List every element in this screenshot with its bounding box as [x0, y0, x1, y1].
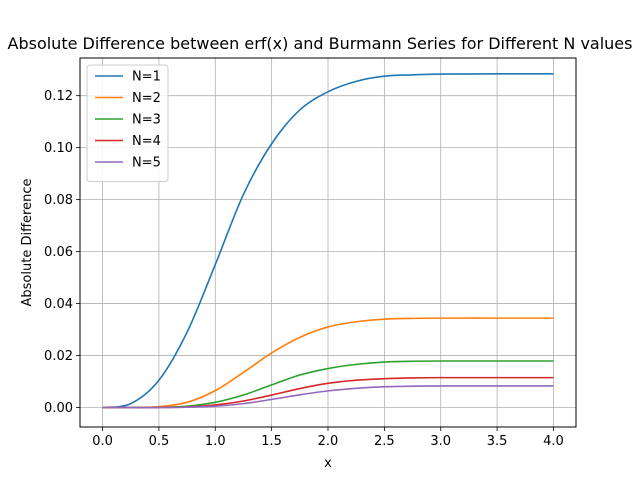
chart-title: Absolute Difference between erf(x) and B… [8, 34, 633, 53]
legend-entry: N=4 [132, 134, 161, 149]
y-tick-label: 0.04 [44, 297, 73, 312]
x-tick-label: 2.5 [374, 434, 395, 449]
legend-entry: N=5 [132, 156, 161, 171]
grid [80, 58, 576, 427]
y-tick-label: 0.00 [44, 401, 73, 416]
ticks: 0.0 0.5 1.0 1.5 2.0 2.5 3.0 3.5 4.0 0.00 0.02 0.04 0… [44, 89, 564, 449]
y-axis-label: Absolute Difference [20, 179, 35, 307]
x-tick-label: 0.5 [149, 434, 170, 449]
y-tick-label: 0.02 [44, 349, 73, 364]
y-tick-label: 0.10 [44, 141, 73, 156]
x-tick-label: 3.5 [487, 434, 508, 449]
legend-box [86, 64, 169, 182]
series-line-1 [102, 73, 554, 409]
legend: N=1 N=2 N=3 N=4 N=5 [86, 64, 169, 182]
x-tick-label: 2.0 [318, 434, 339, 449]
legend-entry: N=2 [132, 91, 161, 106]
series-lines [102, 73, 554, 409]
series-line-5 [102, 385, 554, 409]
x-tick-label: 0.0 [92, 434, 113, 449]
x-tick-label: 1.0 [205, 434, 226, 449]
y-tick-label: 0.12 [44, 89, 73, 104]
y-tick-label: 0.06 [44, 245, 73, 260]
x-tick-label: 1.5 [261, 434, 282, 449]
legend-entry: N=1 [132, 70, 161, 85]
legend-entry: N=3 [132, 113, 161, 128]
x-tick-label: 4.0 [543, 434, 564, 449]
y-tick-label: 0.08 [44, 193, 73, 208]
series-line-2 [102, 317, 554, 409]
x-tick-label: 3.0 [430, 434, 451, 449]
x-axis-label: x [324, 456, 332, 471]
